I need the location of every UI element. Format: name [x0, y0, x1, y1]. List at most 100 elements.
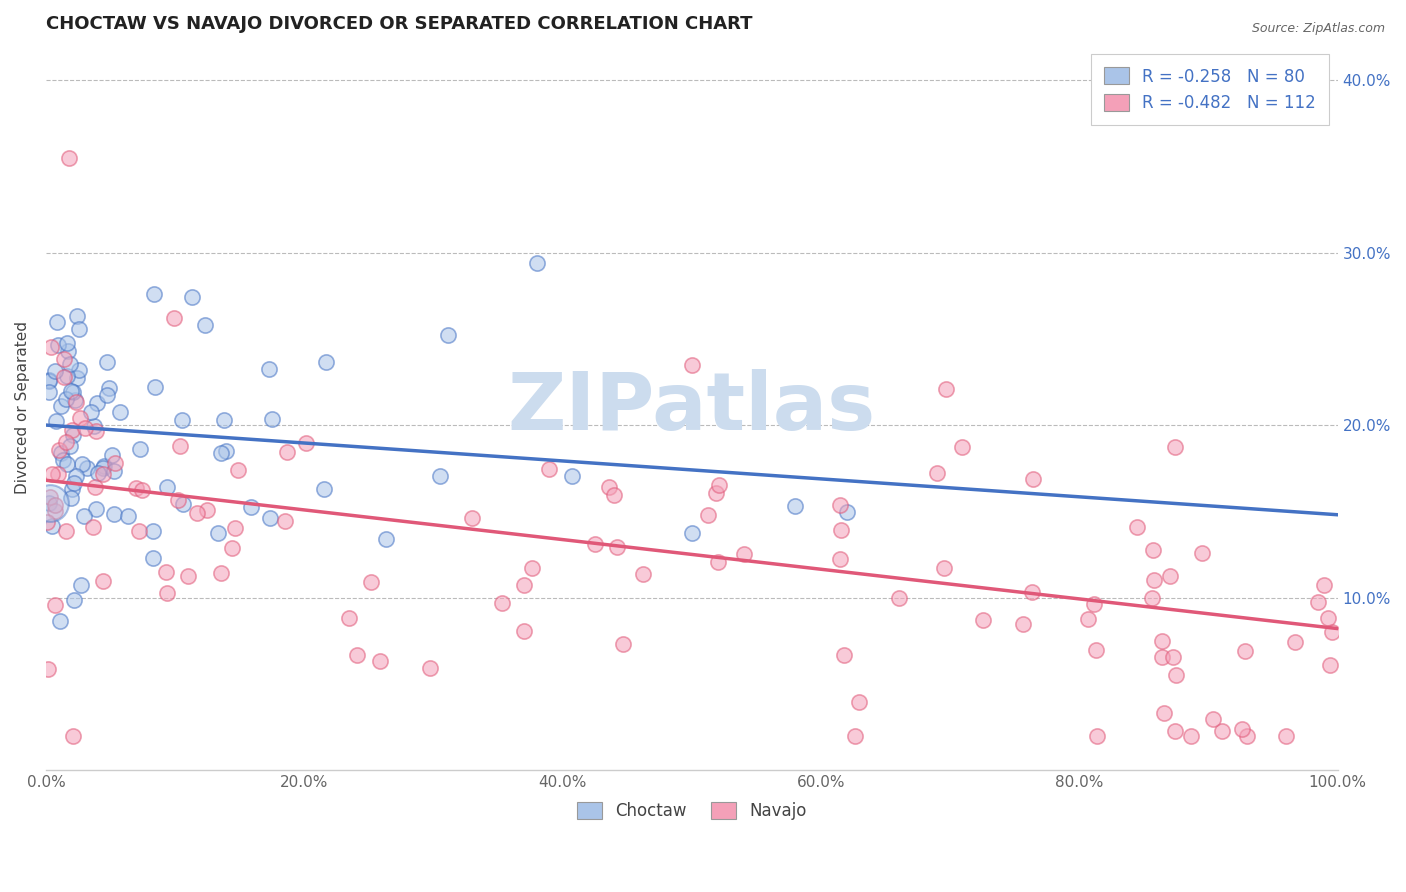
Point — [65, 392, 87, 407]
Text: CHOCTAW VS NAVAJO DIVORCED OR SEPARATED CORRELATION CHART: CHOCTAW VS NAVAJO DIVORCED OR SEPARATED … — [46, 15, 752, 33]
Point — [128, 524, 150, 538]
Point — [1308, 595, 1330, 609]
Point — [56, 457, 79, 471]
Point — [70, 577, 93, 591]
Point — [176, 569, 198, 583]
Point — [44, 598, 66, 612]
Point — [103, 456, 125, 470]
Point — [631, 567, 654, 582]
Point — [163, 310, 186, 325]
Y-axis label: Divorced or Separated: Divorced or Separated — [15, 321, 30, 494]
Point — [60, 482, 83, 496]
Point — [706, 556, 728, 570]
Point — [41, 519, 63, 533]
Point — [37, 661, 59, 675]
Point — [45, 315, 67, 329]
Point — [240, 500, 263, 515]
Point — [1142, 543, 1164, 558]
Point — [37, 515, 59, 529]
Point — [142, 550, 165, 565]
Point — [52, 351, 75, 366]
Point — [38, 496, 60, 510]
Point — [60, 491, 83, 505]
Point — [55, 524, 77, 538]
Point — [45, 414, 67, 428]
Point — [1012, 616, 1035, 631]
Point — [143, 380, 166, 394]
Point — [170, 413, 193, 427]
Point — [172, 497, 194, 511]
Point — [1142, 591, 1164, 605]
Point — [828, 551, 851, 566]
Point — [155, 565, 177, 579]
Point — [785, 499, 807, 513]
Legend: Choctaw, Navajo: Choctaw, Navajo — [569, 796, 814, 827]
Point — [41, 467, 63, 481]
Point — [46, 467, 69, 481]
Point — [315, 355, 337, 369]
Point — [131, 483, 153, 498]
Point — [166, 493, 188, 508]
Point — [337, 611, 360, 625]
Point — [124, 481, 146, 495]
Point — [221, 541, 243, 556]
Point — [215, 443, 238, 458]
Point — [1085, 729, 1108, 743]
Point — [1191, 546, 1213, 560]
Point — [209, 566, 232, 581]
Point — [935, 382, 957, 396]
Point — [80, 405, 103, 419]
Point — [96, 387, 118, 401]
Point — [108, 405, 131, 419]
Point — [1234, 644, 1257, 658]
Point — [360, 574, 382, 589]
Point — [91, 574, 114, 589]
Point — [583, 537, 606, 551]
Point — [1161, 649, 1184, 664]
Point — [39, 490, 62, 504]
Point — [1021, 585, 1043, 599]
Point — [67, 322, 90, 336]
Point — [1153, 706, 1175, 720]
Point — [44, 499, 66, 513]
Point — [1021, 472, 1043, 486]
Point — [55, 369, 77, 384]
Point — [38, 373, 60, 387]
Point — [513, 624, 536, 639]
Point — [368, 654, 391, 668]
Text: Source: ZipAtlas.com: Source: ZipAtlas.com — [1251, 22, 1385, 36]
Point — [62, 428, 84, 442]
Point — [257, 361, 280, 376]
Point — [39, 340, 62, 354]
Point — [704, 485, 727, 500]
Point — [526, 255, 548, 269]
Point — [294, 436, 316, 450]
Point — [612, 637, 634, 651]
Point — [1143, 573, 1166, 587]
Point — [561, 469, 583, 483]
Point — [69, 363, 91, 377]
Point — [1085, 643, 1108, 657]
Point — [429, 468, 451, 483]
Point — [156, 480, 179, 494]
Point — [835, 505, 858, 519]
Point — [1164, 724, 1187, 739]
Point — [46, 338, 69, 352]
Point — [93, 460, 115, 475]
Point — [1236, 729, 1258, 743]
Point — [93, 467, 115, 481]
Point — [259, 510, 281, 524]
Point — [346, 648, 368, 662]
Point — [62, 729, 84, 743]
Point — [209, 445, 232, 459]
Point — [461, 511, 484, 525]
Point — [38, 496, 60, 510]
Point — [55, 392, 77, 406]
Point — [44, 503, 66, 517]
Point — [273, 515, 295, 529]
Point — [1232, 722, 1254, 736]
Point — [1274, 729, 1296, 743]
Point — [75, 421, 97, 435]
Point — [117, 509, 139, 524]
Point — [181, 290, 204, 304]
